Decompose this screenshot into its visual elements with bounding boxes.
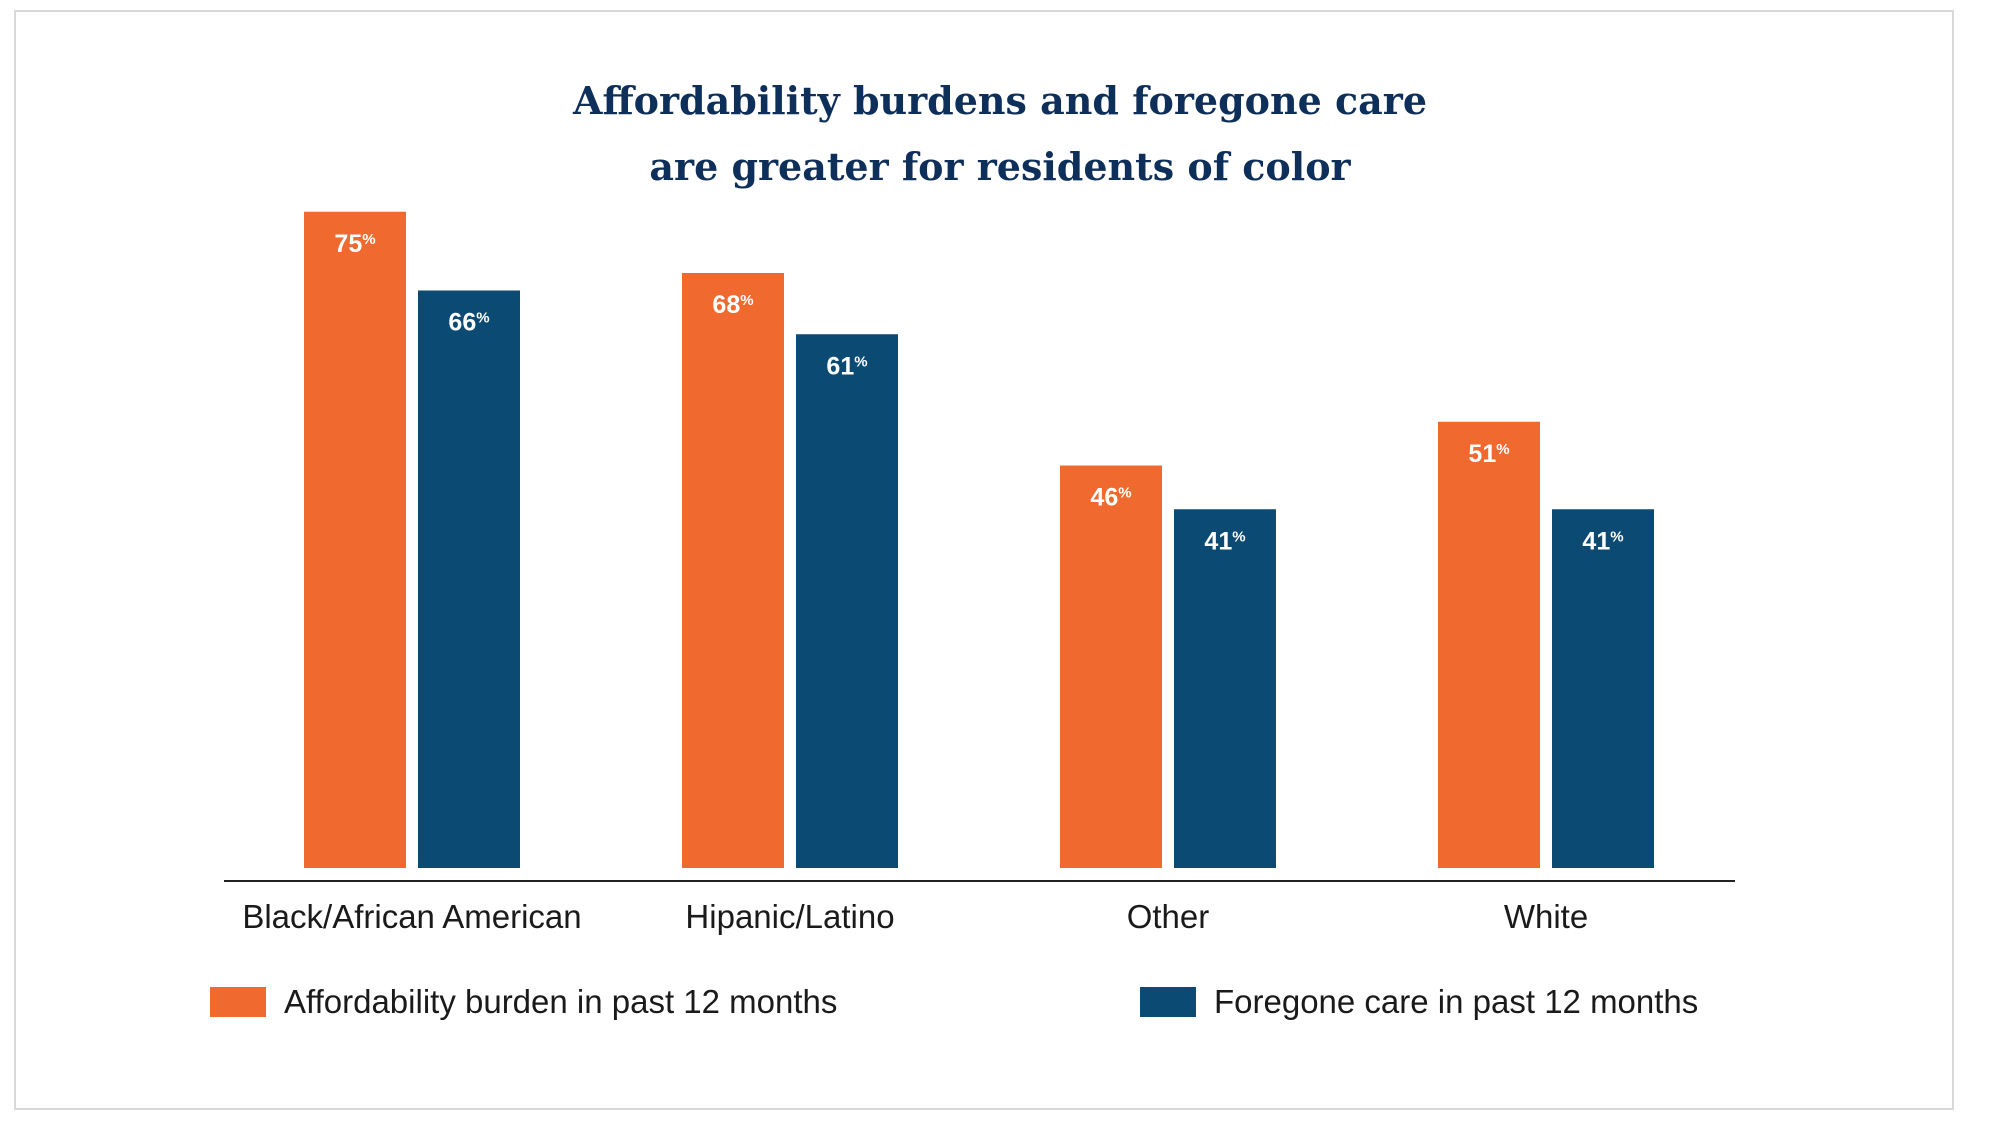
data-label-white-foregone: 41% <box>1582 527 1623 555</box>
bar-white-affordability <box>1438 421 1540 868</box>
chart-title-line-1: Affordability burdens and foregone care <box>572 78 1428 123</box>
bar-hipanic-latino-foregone <box>796 334 898 868</box>
bar-other-affordability <box>1060 465 1162 868</box>
bar-black-african-american-affordability <box>304 211 406 868</box>
chart-title-line-2: are greater for residents of color <box>649 144 1351 189</box>
data-label-other-affordability: 46% <box>1090 484 1131 512</box>
legend-item-affordability: Affordability burden in past 12 months <box>210 983 838 1020</box>
category-label-other: Other <box>1127 898 1210 935</box>
legend-label-affordability: Affordability burden in past 12 months <box>284 983 838 1020</box>
bar-hipanic-latino-affordability <box>682 273 784 868</box>
legend-item-foregone: Foregone care in past 12 months <box>1140 983 1699 1020</box>
bar-black-african-american-foregone <box>418 290 520 868</box>
data-label-black-african-american-foregone: 66% <box>448 309 489 337</box>
legend-swatch-foregone <box>1140 987 1196 1017</box>
category-label-hipanic-latino: Hipanic/Latino <box>685 898 894 935</box>
data-label-black-african-american-affordability: 75% <box>334 230 375 258</box>
category-label-white: White <box>1504 898 1588 935</box>
chart-title: Affordability burdens and foregone care … <box>0 68 2000 200</box>
legend-label-foregone: Foregone care in past 12 months <box>1214 983 1699 1020</box>
data-label-other-foregone: 41% <box>1204 527 1245 555</box>
data-label-white-affordability: 51% <box>1468 440 1509 468</box>
category-label-black-african-american: Black/African American <box>242 898 581 935</box>
bar-other-foregone <box>1174 509 1276 868</box>
bar-white-foregone <box>1552 509 1654 868</box>
data-label-hipanic-latino-foregone: 61% <box>826 352 867 380</box>
data-label-hipanic-latino-affordability: 68% <box>712 291 753 319</box>
legend-swatch-affordability <box>210 987 266 1017</box>
